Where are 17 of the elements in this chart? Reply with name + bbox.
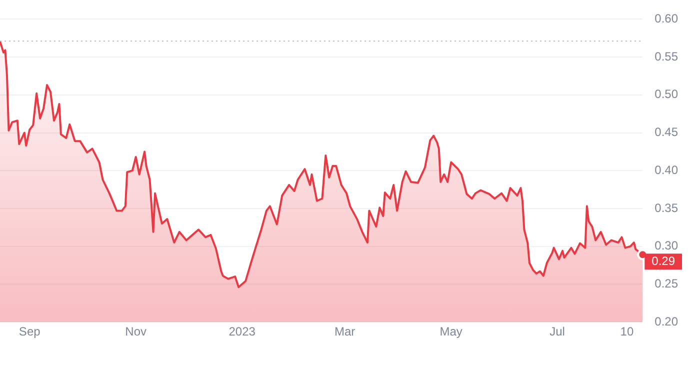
y-tick-label: 0.50 — [654, 87, 678, 102]
x-tick-label: May — [440, 324, 462, 339]
x-tick-label: 10 — [620, 324, 634, 339]
annotation: 0.29 — [652, 254, 676, 268]
x-tick-label: Mar — [334, 324, 356, 339]
y-tick-label: 0.25 — [654, 276, 678, 290]
y-tick-label: 0.20 — [654, 314, 678, 328]
y-tick-label: 0.60 — [654, 12, 678, 26]
x-tick-label: Sep — [18, 324, 41, 339]
x-tick-label: 2023 — [228, 324, 256, 339]
y-tick-label: 0.55 — [654, 49, 678, 64]
x-tick-label: Jul — [550, 324, 565, 339]
y-tick-label: 0.35 — [654, 200, 678, 215]
y-tick-label: 0.45 — [654, 125, 678, 140]
x-tick-label: Nov — [125, 324, 147, 339]
y-tick-label: 0.40 — [654, 162, 678, 177]
y-tick-label: 0.30 — [654, 238, 678, 253]
